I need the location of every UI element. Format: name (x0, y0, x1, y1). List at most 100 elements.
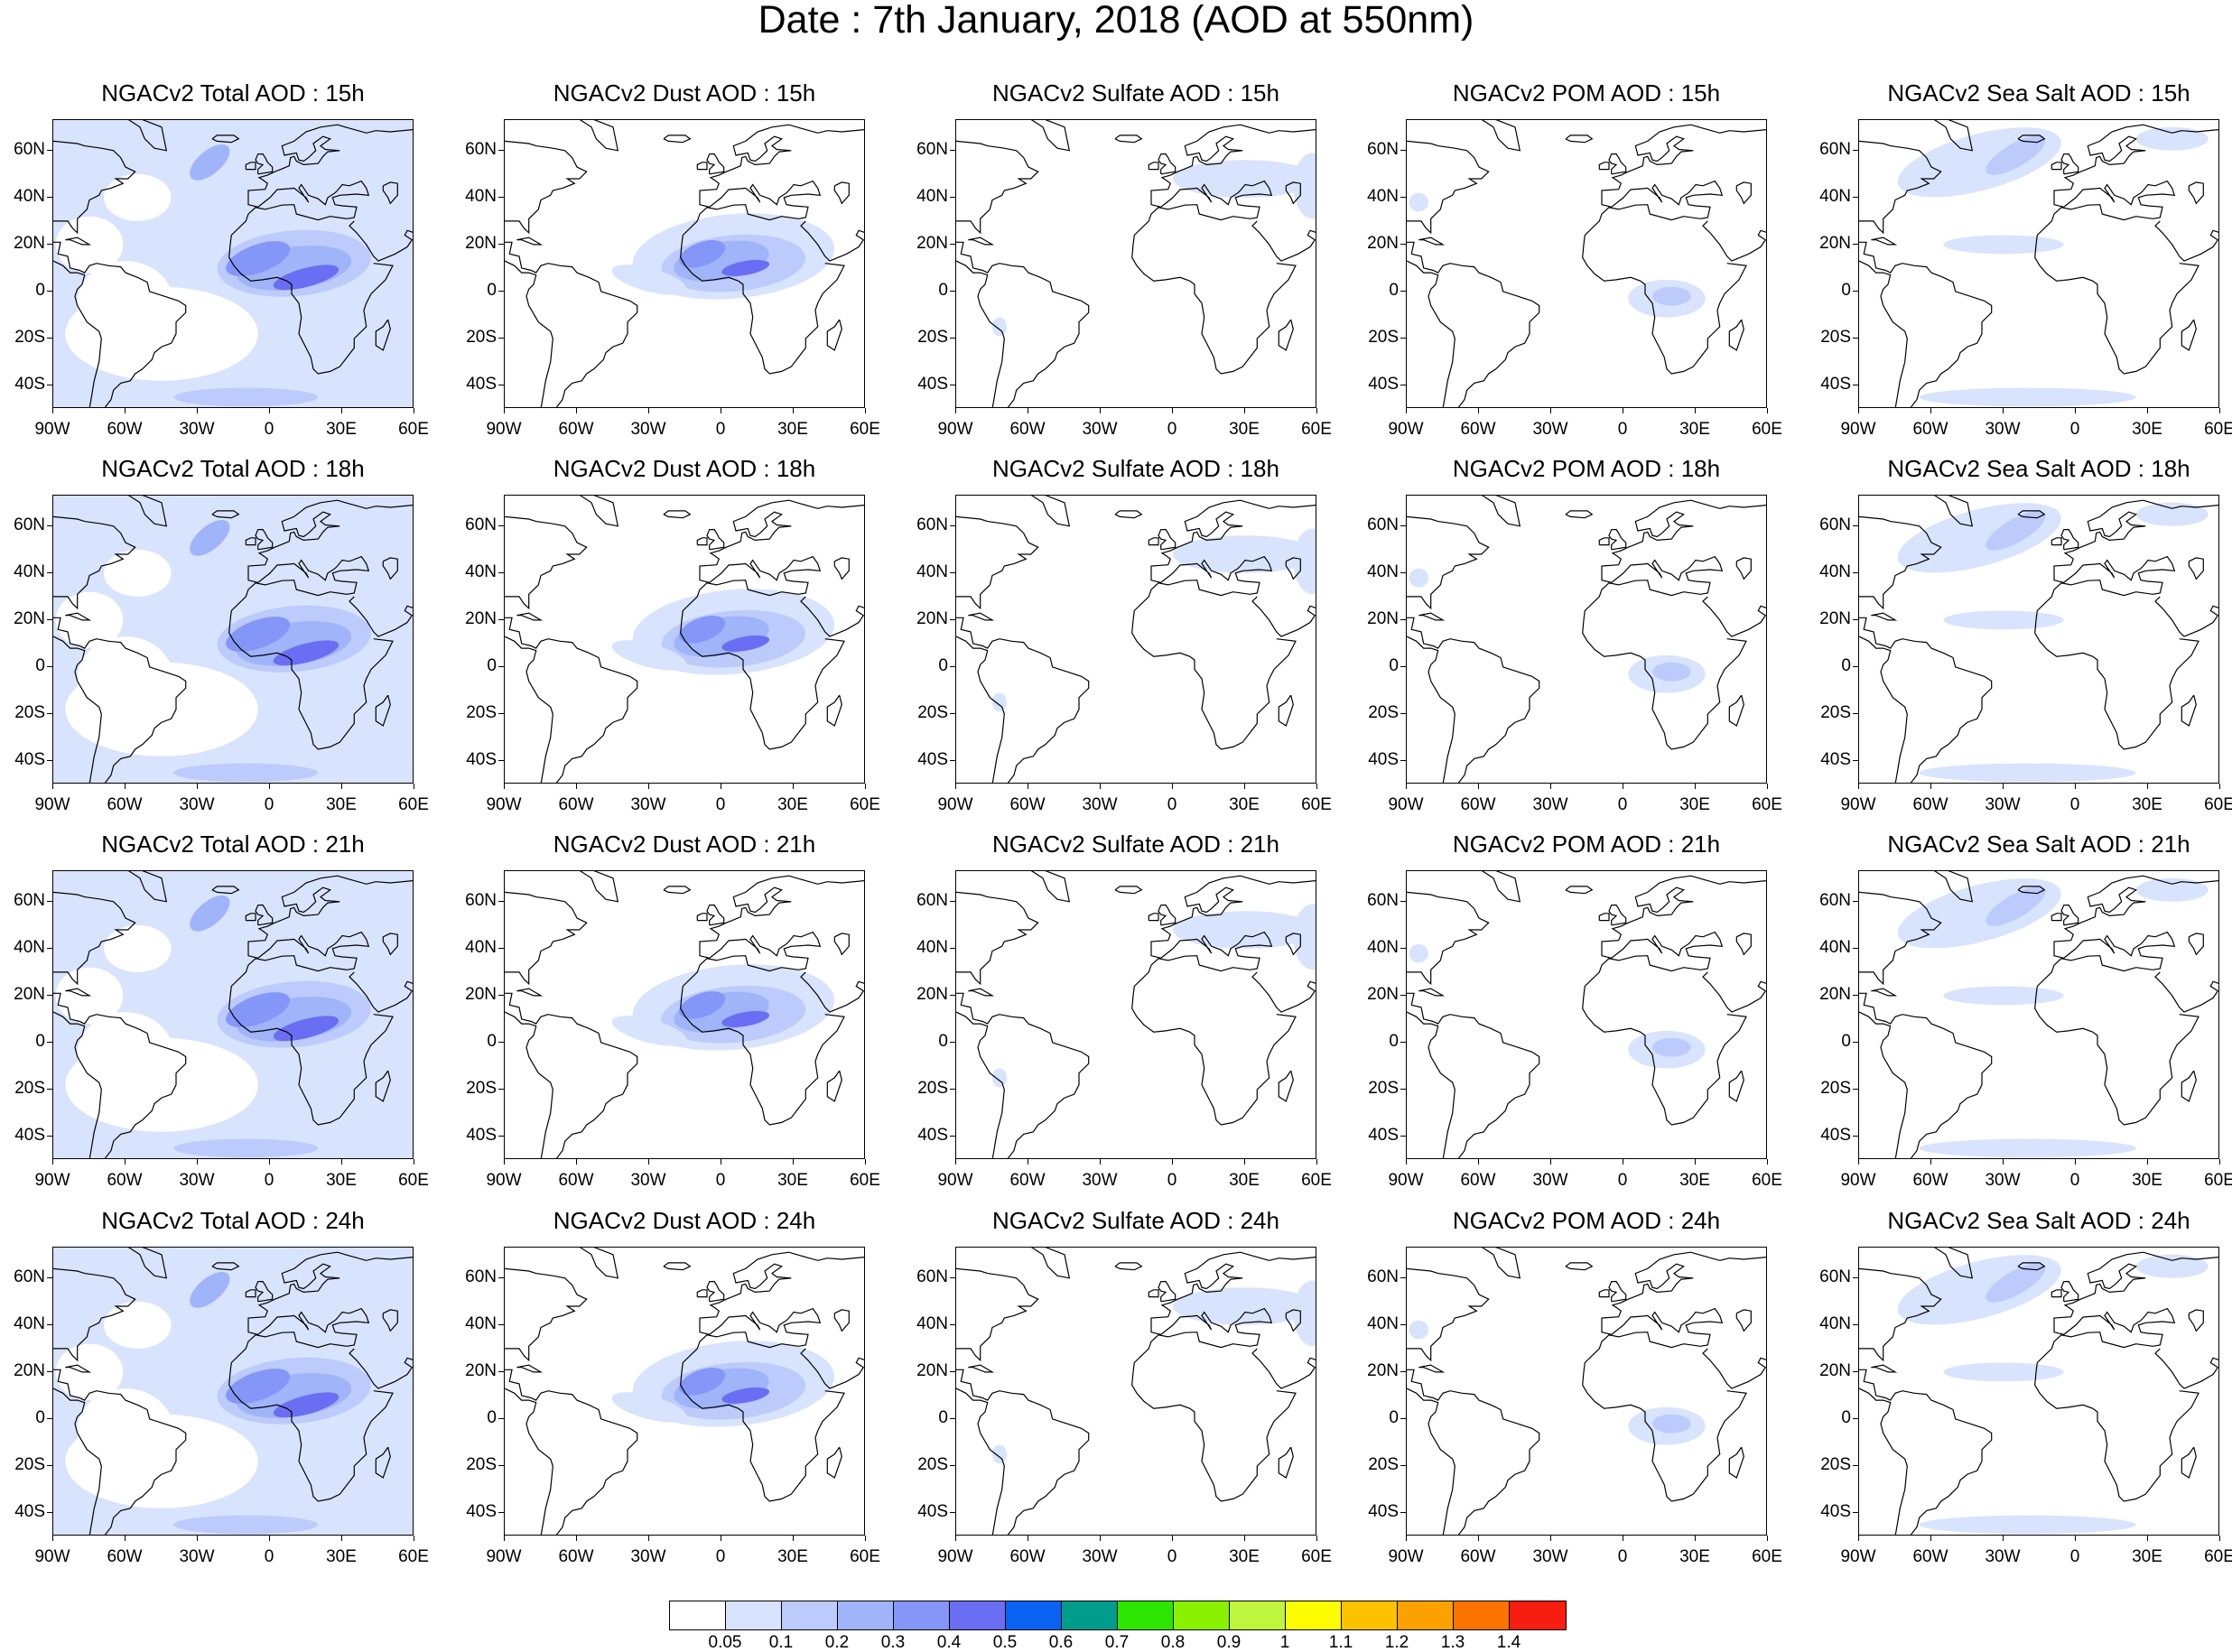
longitude-tick-label: 60W (558, 1171, 594, 1190)
longitude-tick-label: 30W (1082, 1171, 1118, 1190)
longitude-tick-label: 60E (2204, 1547, 2232, 1566)
longitude-tick-label: 60W (1460, 1171, 1496, 1190)
longitude-tick-label: 90W (1840, 1171, 1876, 1190)
longitude-tick-mark (197, 784, 199, 789)
map-panel (1858, 1247, 2219, 1536)
longitude-tick-mark (1478, 408, 1480, 413)
longitude-tick-label: 60E (2204, 1171, 2232, 1190)
longitude-tick-label: 60E (850, 1171, 880, 1190)
latitude-tick-label: 40N (1819, 1313, 1851, 1333)
colorbar-box (1062, 1601, 1118, 1629)
latitude-tick-label: 40S (14, 1125, 45, 1145)
longitude-tick-label: 60E (398, 795, 429, 814)
latitude-tick-label: 40S (1820, 374, 1851, 394)
longitude-tick-label: 30E (1679, 795, 1710, 814)
latitude-tick-mark (1400, 947, 1406, 950)
longitude-tick-label: 60E (850, 420, 880, 439)
latitude-tick-label: 20N (14, 608, 45, 628)
latitude-tick-mark (47, 1088, 52, 1091)
colorbar-box (1230, 1601, 1286, 1629)
aod-map (505, 120, 864, 407)
longitude-tick-mark (1244, 1536, 1246, 1541)
longitude-tick-mark (1695, 1536, 1697, 1541)
latitude-tick-label: 60N (916, 139, 948, 159)
longitude-tick-label: 30W (179, 1547, 215, 1566)
latitude-tick-mark (498, 900, 504, 903)
latitude-tick-label: 20N (1819, 984, 1851, 1004)
longitude-tick-label: 60W (1009, 1547, 1046, 1566)
colorbar-label: 0.4 (936, 1633, 962, 1652)
latitude-tick-label: 20N (916, 233, 948, 253)
longitude-tick-label: 90W (1388, 1171, 1424, 1190)
colorbar-label: 1.4 (1496, 1633, 1521, 1652)
latitude-tick-label: 0 (938, 1031, 948, 1051)
latitude-tick-mark (47, 149, 52, 152)
map-panel (1406, 495, 1767, 784)
longitude-tick-label: 90W (1840, 1547, 1876, 1566)
longitude-tick-label: 90W (937, 1547, 973, 1566)
longitude-tick-label: 90W (1388, 795, 1424, 814)
longitude-tick-label: 0 (1617, 1171, 1628, 1190)
longitude-tick-mark (2075, 1159, 2077, 1165)
longitude-tick-label: 0 (1167, 795, 1177, 814)
latitude-tick-mark (1853, 712, 1858, 715)
colorbar-label: 0.3 (880, 1633, 906, 1652)
latitude-tick-mark (1853, 994, 1858, 997)
latitude-tick-mark (498, 1511, 504, 1514)
latitude-tick-label: 60N (1819, 515, 1851, 534)
latitude-tick-mark (950, 900, 955, 903)
latitude-tick-label: 40S (1368, 1125, 1399, 1145)
latitude-tick-label: 20S (466, 327, 497, 347)
latitude-tick-mark (1400, 900, 1406, 903)
longitude-tick-mark (2147, 1536, 2149, 1541)
longitude-tick-mark (2075, 784, 2077, 789)
page-title: Date : 7th January, 2018 (AOD at 550nm) (758, 0, 1474, 42)
colorbar-box (670, 1601, 726, 1629)
longitude-tick-label: 60W (558, 1547, 594, 1566)
latitude-tick-mark (1400, 337, 1406, 339)
latitude-tick-label: 40S (917, 374, 948, 394)
latitude-tick-label: 40S (466, 1501, 497, 1521)
longitude-tick-mark (504, 1536, 506, 1541)
longitude-tick-label: 60E (1301, 1547, 1332, 1566)
latitude-tick-label: 20N (916, 608, 948, 628)
longitude-tick-label: 30E (326, 795, 357, 814)
longitude-tick-label: 60W (1009, 420, 1046, 439)
latitude-tick-label: 20N (1367, 233, 1399, 253)
latitude-tick-label: 20S (1368, 327, 1399, 347)
latitude-tick-label: 40S (917, 1501, 948, 1521)
longitude-tick-mark (52, 408, 54, 413)
latitude-tick-mark (498, 665, 504, 668)
longitude-tick-label: 60E (1752, 1547, 1782, 1566)
latitude-tick-label: 60N (14, 515, 45, 534)
longitude-tick-label: 90W (486, 1547, 522, 1566)
longitude-tick-mark (1550, 408, 1552, 413)
latitude-tick-mark (1853, 1041, 1858, 1044)
longitude-tick-mark (1316, 1536, 1318, 1541)
colorbar-box (1454, 1601, 1510, 1629)
latitude-tick-label: 0 (1841, 1407, 1851, 1427)
latitude-tick-label: 40N (1819, 186, 1851, 206)
latitude-tick-mark (498, 947, 504, 950)
latitude-tick-mark (1853, 1323, 1858, 1326)
latitude-tick-mark (498, 759, 504, 762)
longitude-tick-label: 60W (1460, 795, 1496, 814)
latitude-tick-mark (950, 337, 955, 339)
longitude-tick-mark (1100, 408, 1102, 413)
longitude-tick-mark (2219, 408, 2221, 413)
longitude-tick-label: 0 (2069, 795, 2080, 814)
longitude-tick-mark (1244, 1159, 1246, 1165)
colorbar-label: 0.9 (1216, 1633, 1242, 1652)
colorbar-box (950, 1601, 1006, 1629)
map-panel (1406, 870, 1767, 1159)
longitude-tick-label: 0 (2069, 420, 2080, 439)
latitude-tick-mark (1853, 149, 1858, 152)
longitude-tick-label: 60E (1301, 420, 1332, 439)
latitude-tick-mark (1853, 1135, 1858, 1137)
longitude-tick-label: 30E (1229, 795, 1260, 814)
longitude-tick-label: 60W (1912, 795, 1948, 814)
panel-title: NGACv2 Sea Salt AOD : 21h (1887, 831, 2190, 858)
colorbar-label: 1.3 (1440, 1633, 1465, 1652)
longitude-tick-label: 60W (1912, 1547, 1948, 1566)
longitude-tick-label: 60W (1460, 420, 1496, 439)
